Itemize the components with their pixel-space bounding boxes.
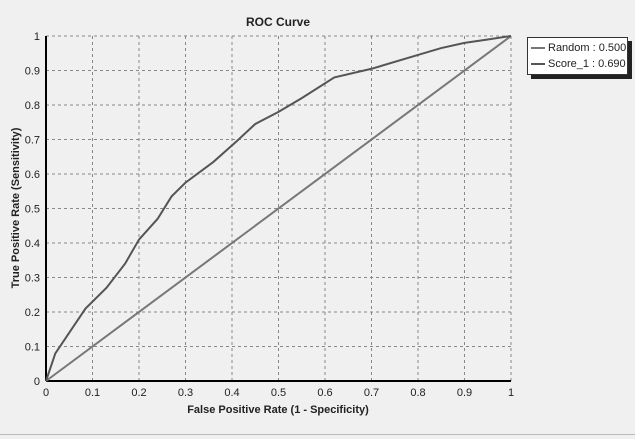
- legend: Random : 0.500 Score_1 : 0.690: [527, 37, 628, 75]
- x-tick-label: 0.3: [178, 387, 193, 399]
- x-tick-label: 1: [508, 387, 514, 399]
- y-tick-label: 0.5: [25, 204, 40, 216]
- x-tick-label: 0.2: [131, 387, 146, 399]
- legend-swatch: [531, 47, 545, 49]
- series-line-score: [45, 35, 512, 382]
- x-tick-label: 0.6: [317, 387, 332, 399]
- y-tick-label: 0.2: [25, 307, 40, 319]
- divider: [0, 434, 635, 435]
- y-tick-label: 0.4: [25, 238, 40, 250]
- x-axis-label: False Positive Rate (1 - Specificity): [187, 404, 369, 416]
- y-tick-label: 0.3: [25, 273, 40, 285]
- x-tick-label: 0.8: [410, 387, 425, 399]
- y-tick-label: 0.6: [25, 169, 40, 181]
- y-tick-label: 0.1: [25, 342, 40, 354]
- y-tick-label: 0.9: [25, 66, 40, 78]
- chart-title: ROC Curve: [246, 15, 310, 29]
- y-axis-label: True Positive Rate (Sensitivity): [10, 127, 22, 288]
- legend-item-random: Random : 0.500: [528, 40, 627, 56]
- legend-item-score: Score_1 : 0.690: [528, 56, 627, 72]
- y-tick-label: 0: [34, 376, 40, 388]
- x-tick-label: 0.4: [224, 387, 239, 399]
- y-tick-label: 0.8: [25, 100, 40, 112]
- y-tick-label: 0.7: [25, 135, 40, 147]
- x-tick-label: 0.5: [271, 387, 286, 399]
- y-tick-label: 1: [34, 31, 40, 43]
- x-tick-label: 0.7: [364, 387, 379, 399]
- x-tick-label: 0.9: [457, 387, 472, 399]
- legend-label: Score_1 : 0.690: [548, 58, 626, 70]
- x-tick-label: 0.1: [85, 387, 100, 399]
- x-tick-label: 0: [43, 387, 49, 399]
- legend-label: Random : 0.500: [548, 42, 627, 54]
- legend-swatch: [531, 63, 545, 65]
- series-line-random: [45, 35, 512, 382]
